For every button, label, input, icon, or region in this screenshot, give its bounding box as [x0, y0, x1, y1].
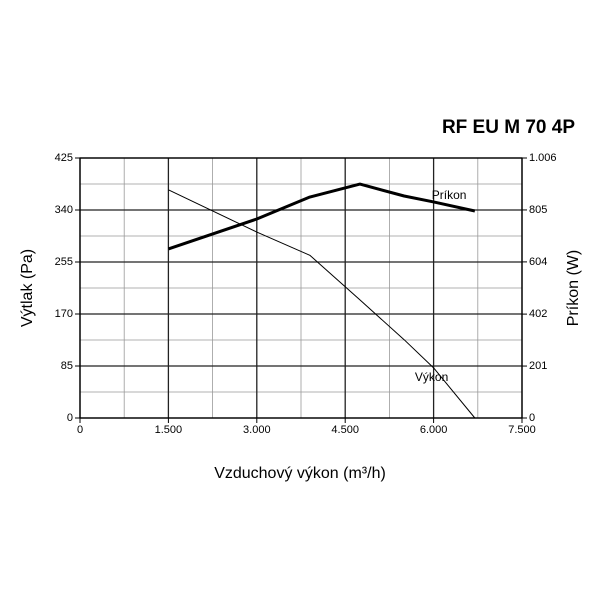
line — [168, 189, 476, 419]
y2-tick-label: 201 — [529, 360, 547, 372]
series-label: Príkon — [432, 188, 467, 202]
chart-title: RF EU M 70 4P — [442, 117, 575, 138]
x-tick-label: 7.500 — [508, 424, 536, 436]
y-tick-label: 425 — [55, 152, 73, 164]
line — [167, 182, 476, 251]
x-tick-label: 0 — [77, 424, 83, 436]
y2-axis-title: Príkon (W) — [565, 250, 582, 326]
y-tick-label: 170 — [55, 308, 73, 320]
series-label: Výkon — [415, 370, 448, 384]
y-tick-label: 0 — [67, 412, 73, 424]
x-tick-label: 1.500 — [155, 424, 183, 436]
x-tick-label: 4.500 — [331, 424, 359, 436]
x-tick-label: 6.000 — [420, 424, 448, 436]
y2-tick-label: 402 — [529, 308, 547, 320]
y-tick-label: 85 — [61, 360, 73, 372]
y2-tick-label: 805 — [529, 204, 547, 216]
x-tick-label: 3.000 — [243, 424, 271, 436]
y2-tick-label: 1.006 — [529, 152, 557, 164]
y-tick-label: 255 — [55, 256, 73, 268]
y2-tick-label: 0 — [529, 412, 535, 424]
x-axis-title: Vzduchový výkon (m³/h) — [214, 465, 386, 482]
y-tick-label: 340 — [55, 204, 73, 216]
y-axis-title: Výtlak (Pa) — [19, 249, 36, 327]
plot-frame — [79, 157, 523, 419]
y2-tick-label: 604 — [529, 256, 547, 268]
